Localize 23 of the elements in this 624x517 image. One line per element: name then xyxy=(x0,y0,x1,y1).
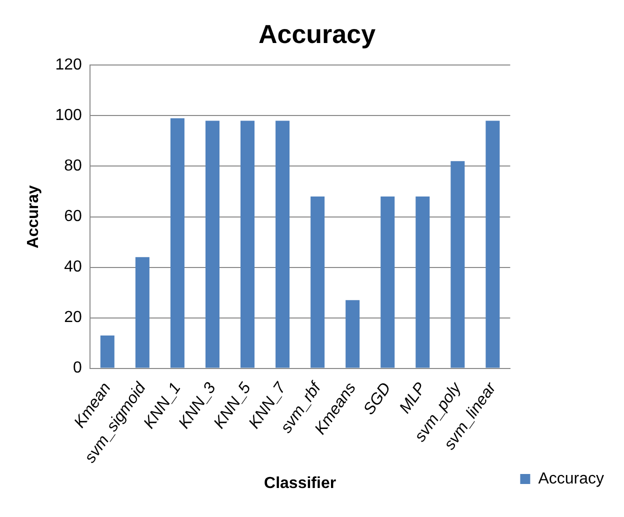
bar xyxy=(310,196,325,368)
bar xyxy=(450,161,465,368)
x-axis-title: Classifier xyxy=(264,474,336,492)
bar xyxy=(486,120,500,368)
bar xyxy=(205,120,220,368)
y-tick-label: 0 xyxy=(72,360,82,377)
bar xyxy=(100,335,114,368)
y-tick-label: 120 xyxy=(55,56,82,74)
bar xyxy=(170,118,184,368)
bar xyxy=(135,257,150,368)
chart-title: Accuracy xyxy=(258,18,376,49)
y-tick-label: 20 xyxy=(64,309,82,326)
y-tick-label: 80 xyxy=(64,158,82,175)
bar xyxy=(416,196,430,368)
bar xyxy=(276,120,290,368)
y-tick-label: 40 xyxy=(64,258,82,276)
y-tick-label: 60 xyxy=(64,208,82,226)
bar xyxy=(240,120,255,368)
y-axis-title: Accuray xyxy=(25,185,42,248)
bar xyxy=(380,196,395,368)
bar xyxy=(346,300,360,368)
y-tick-label: 100 xyxy=(55,107,82,124)
legend-label: Accuracy xyxy=(538,470,604,488)
